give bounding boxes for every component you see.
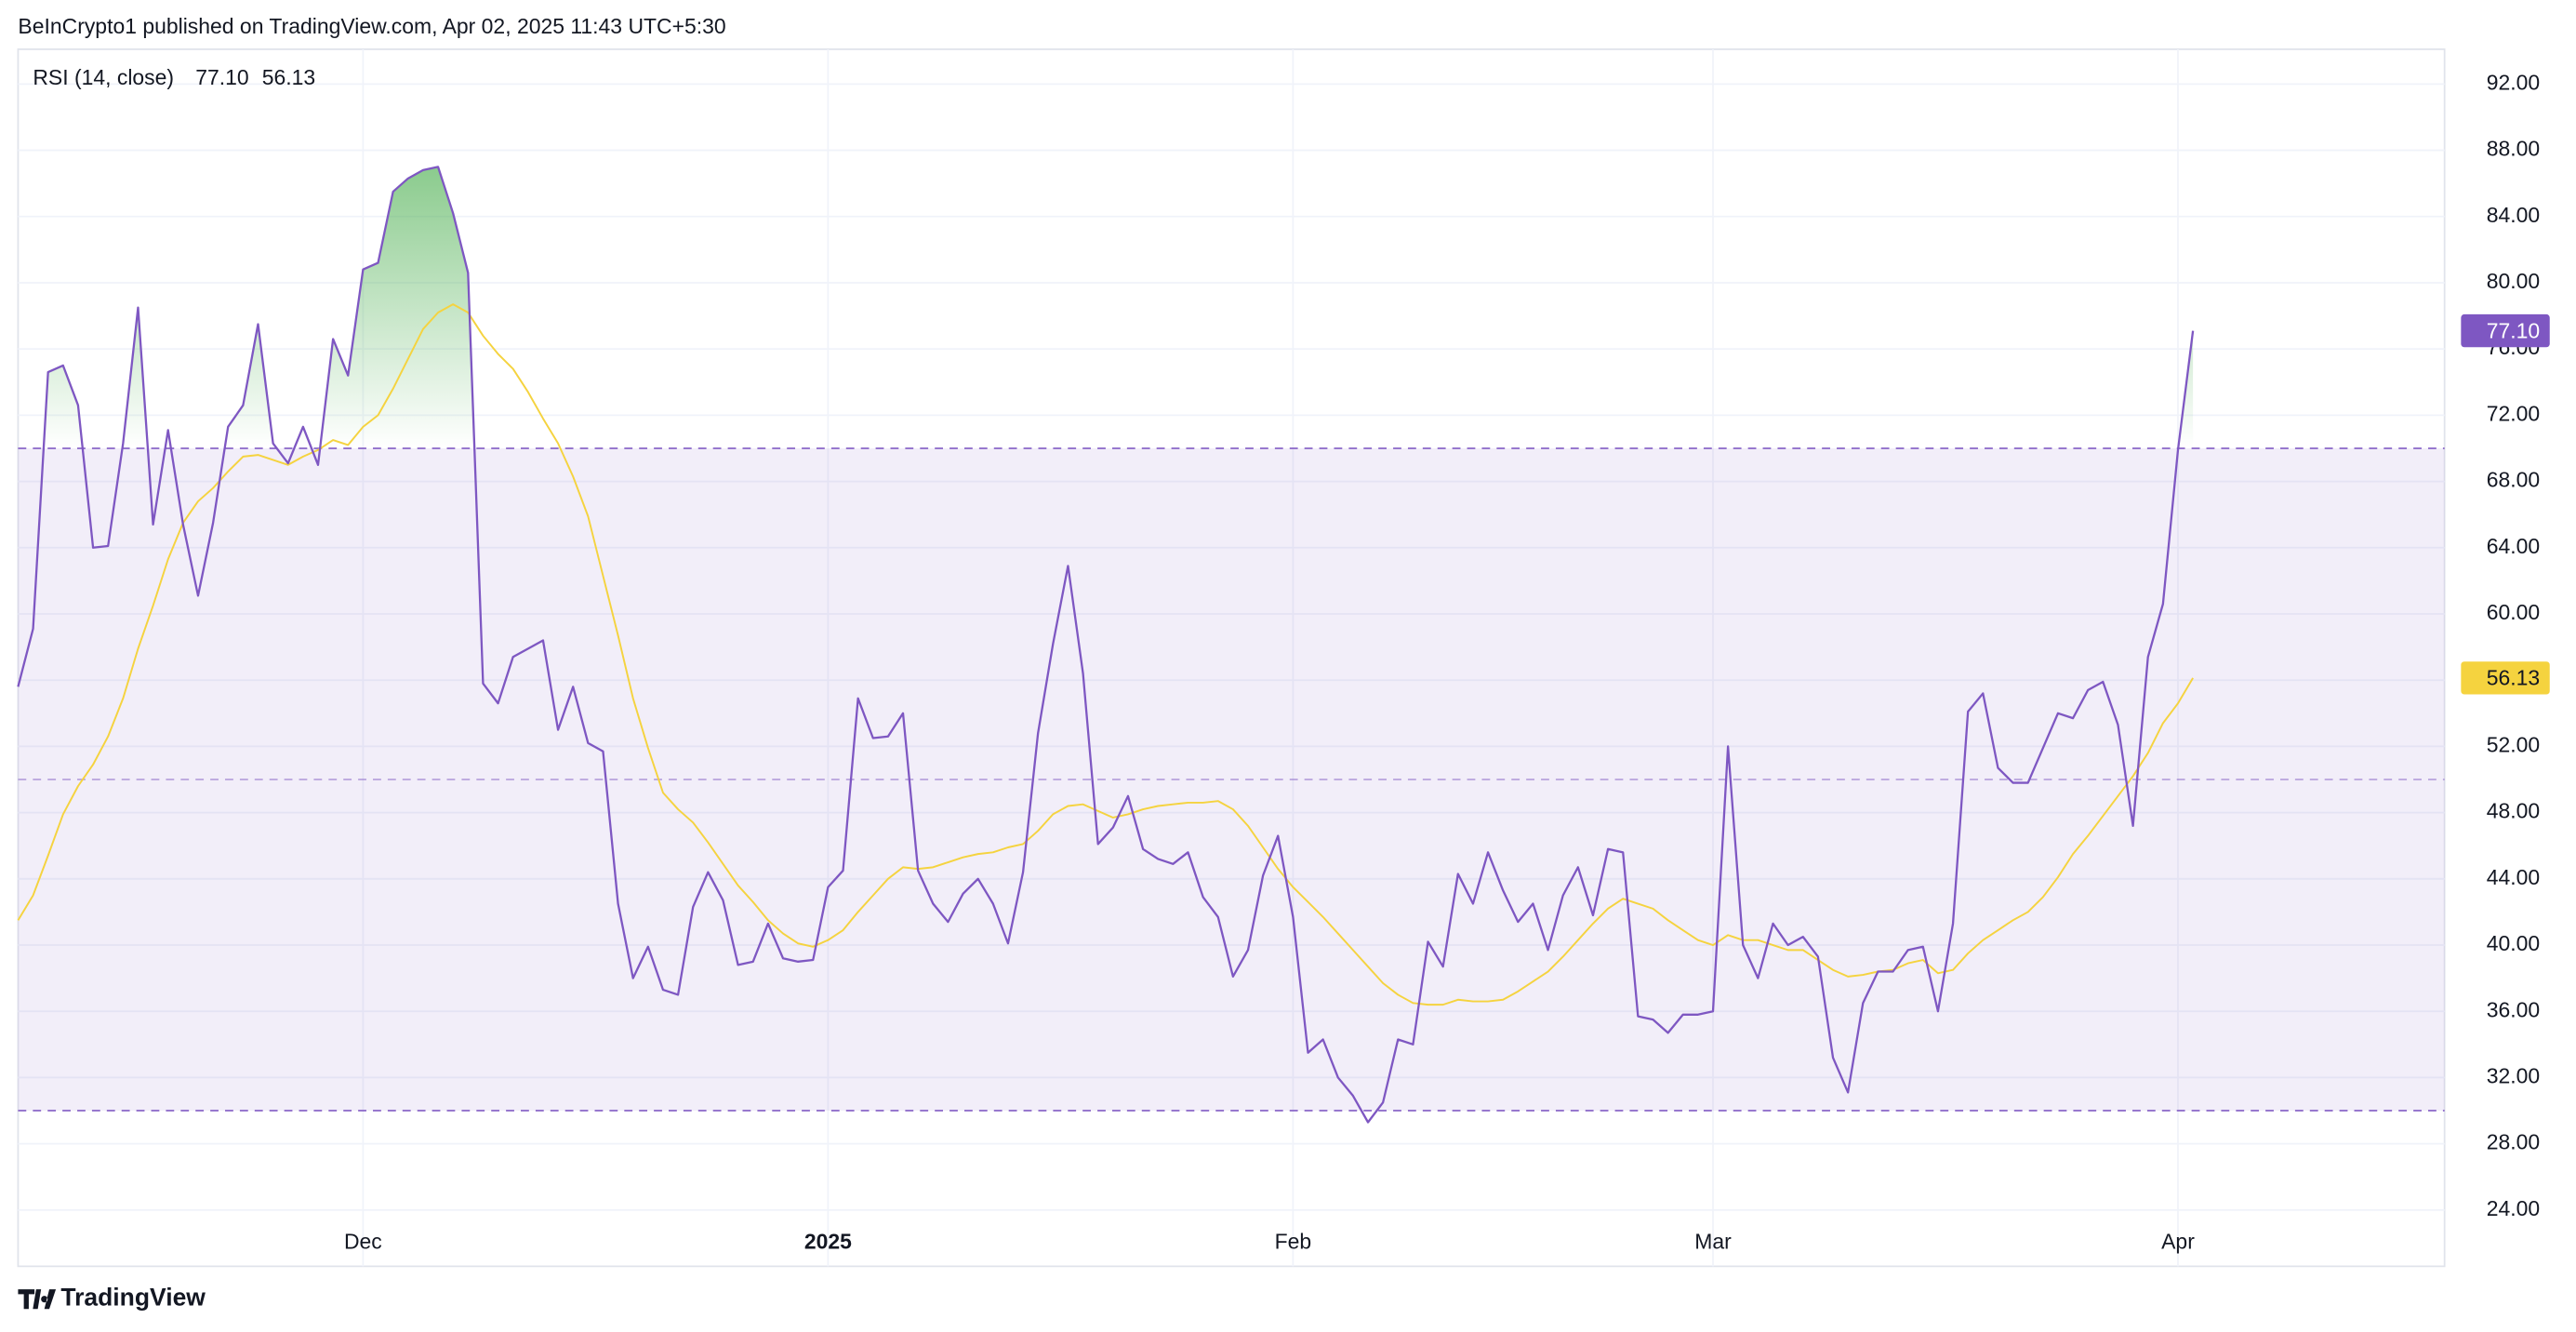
brand-logo: TradingView	[18, 1284, 206, 1312]
last-value-badge	[2461, 661, 2550, 695]
plot	[17, 166, 2445, 1124]
y-tick-label: 92.00	[2487, 70, 2540, 94]
y-tick-label: 48.00	[2487, 799, 2540, 823]
overbought-fill	[18, 166, 2194, 448]
series-line	[17, 166, 2195, 1124]
y-tick-label: 68.00	[2487, 468, 2540, 492]
y-tick-label: 36.00	[2487, 997, 2540, 1021]
y-tick-label: 44.00	[2487, 865, 2540, 889]
y-tick-label: 84.00	[2487, 203, 2540, 227]
grid: 24.00 28.00 32.00 36.00 40.00 44.00 48.00 52.00…	[18, 48, 2550, 1267]
x-tick-label: Feb	[1275, 1230, 1312, 1254]
y-tick-label: 24.00	[2487, 1196, 2540, 1220]
legend-value: 56.13	[262, 65, 315, 89]
series-line	[17, 303, 2194, 1006]
y-tick-label: 88.00	[2487, 137, 2540, 161]
x-tick-label: 2025	[804, 1230, 852, 1254]
attribution: BeInCrypto1 published on TradingView.com…	[18, 14, 725, 38]
legend: RSI (14, close) 77.10 56.13	[33, 65, 315, 89]
y-tick-label: 28.00	[2487, 1130, 2540, 1154]
indicator-label: RSI (14, close)	[33, 65, 174, 89]
last-value-badge	[2461, 313, 2550, 348]
x-tick-label: Dec	[344, 1230, 382, 1254]
last-value-label: 56.13	[2487, 666, 2540, 690]
legend-value: 77.10	[195, 65, 248, 89]
plot-frame	[17, 48, 2446, 1268]
y-tick-label: 32.00	[2487, 1064, 2540, 1088]
x-tick-label: Apr	[2161, 1230, 2195, 1254]
y-tick-label: 40.00	[2487, 931, 2540, 955]
y-tick-label: 80.00	[2487, 269, 2540, 293]
y-tick-label: 52.00	[2487, 732, 2540, 756]
logo-icon	[18, 1289, 57, 1310]
brand: TradingView	[60, 1284, 206, 1312]
y-tick-label: 64.00	[2487, 534, 2540, 558]
last-value-label: 77.10	[2487, 318, 2540, 342]
y-tick-label: 60.00	[2487, 600, 2540, 624]
y-tick-label: 72.00	[2487, 401, 2540, 425]
x-tick-label: Mar	[1694, 1230, 1732, 1254]
